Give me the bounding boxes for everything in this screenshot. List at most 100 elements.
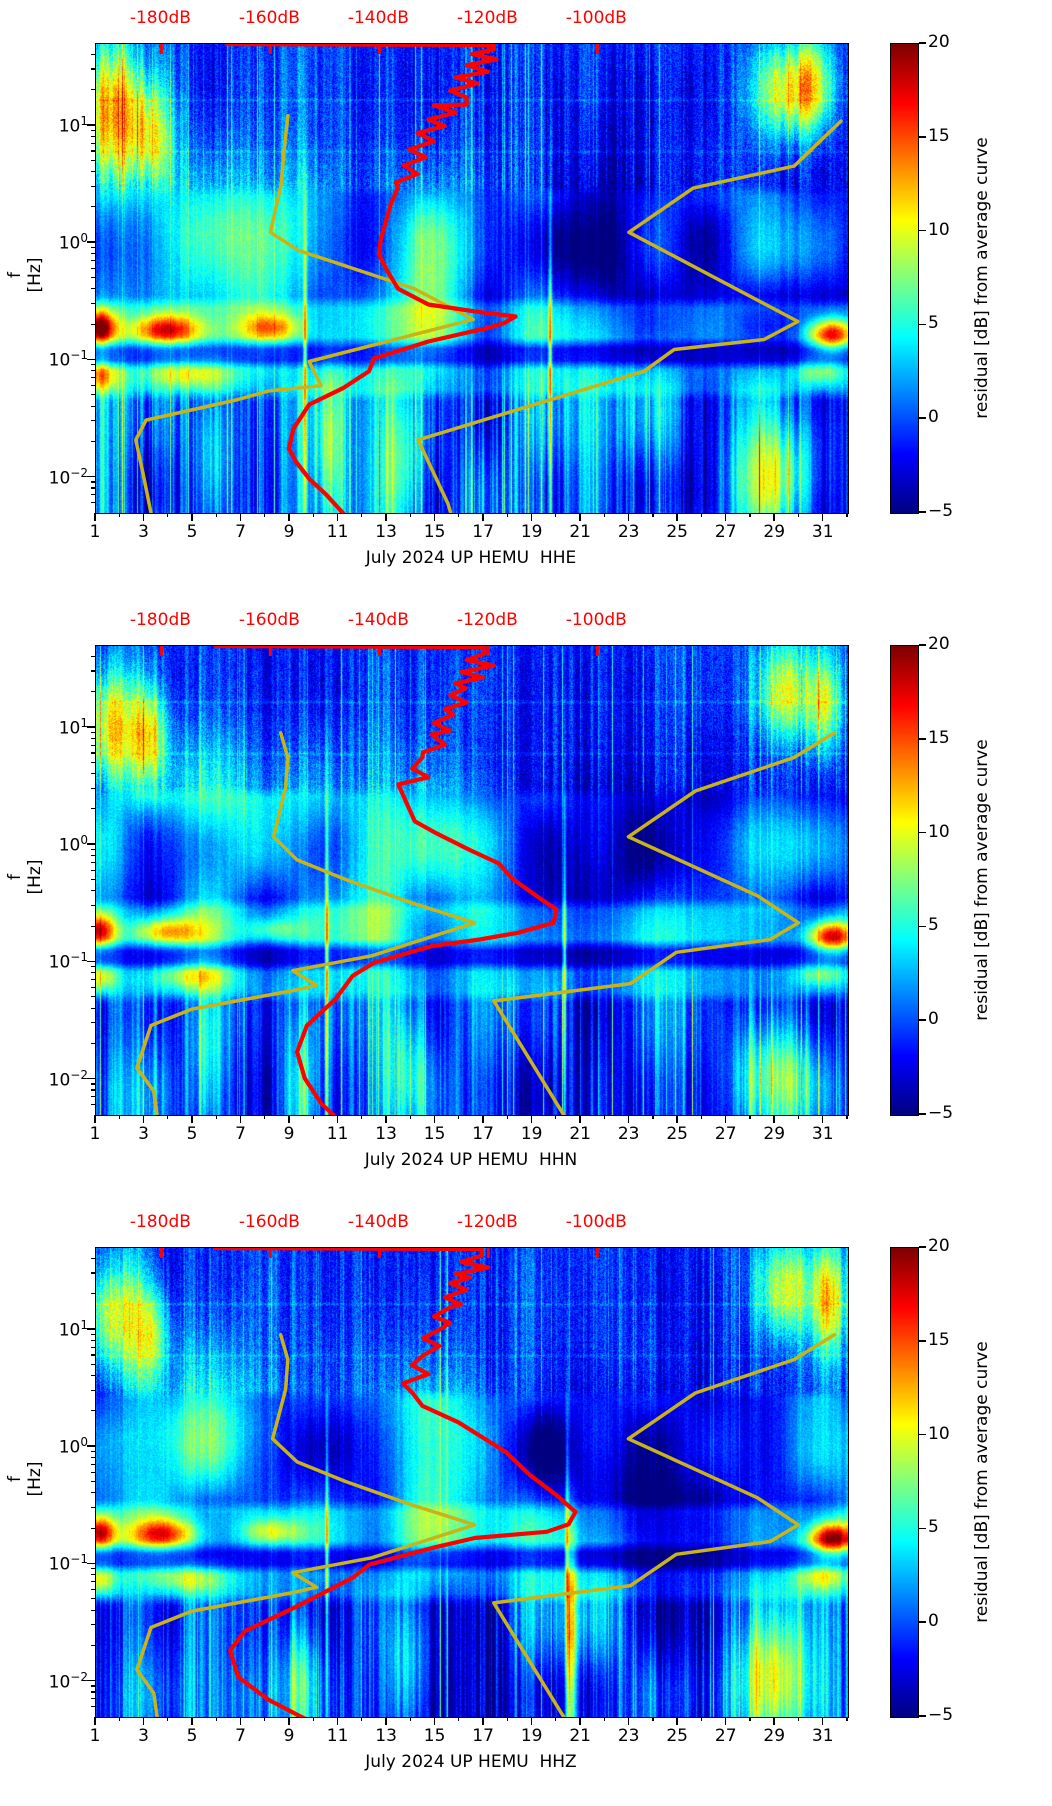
y-minor-tick	[91, 1691, 95, 1693]
x-major-tick	[724, 1115, 727, 1123]
y-minor-tick	[91, 1339, 95, 1341]
colorbar-tick	[919, 42, 926, 44]
subplot-title: July 2024 UP HEMU HHN	[364, 1150, 578, 1170]
x-minor-tick	[118, 1717, 120, 1721]
x-minor-tick	[555, 1717, 557, 1721]
x-major-tick	[239, 513, 242, 521]
colorbar-tick-label: 5	[928, 1517, 939, 1538]
y-major-tick	[87, 726, 95, 728]
subplot-title: July 2024 UP HEMU HHE	[365, 548, 577, 568]
y-major-tick	[87, 960, 95, 963]
x-tick-label: 19	[520, 1726, 543, 1746]
colorbar-canvas	[891, 44, 918, 513]
x-minor-tick	[797, 1115, 800, 1119]
x-minor-tick	[458, 1717, 460, 1721]
x-minor-tick	[603, 1717, 605, 1721]
y-minor-tick	[91, 1272, 95, 1274]
y-minor-tick	[91, 890, 95, 892]
x-minor-tick	[118, 513, 120, 517]
x-minor-tick	[652, 513, 654, 517]
colorbar-tick-label: 5	[928, 313, 939, 334]
colorbar-tick	[919, 925, 926, 928]
top-axis-db-label: -120dB	[456, 1212, 518, 1232]
y-minor-tick	[91, 1450, 95, 1453]
y-minor-tick	[91, 773, 95, 775]
x-major-tick	[94, 1717, 96, 1725]
y-minor-tick	[91, 744, 95, 746]
x-minor-tick	[506, 513, 508, 517]
x-minor-tick	[312, 1717, 314, 1721]
spectrogram-hhn	[95, 645, 849, 1116]
x-tick-label: 29	[763, 522, 786, 542]
y-minor-tick	[91, 1089, 95, 1091]
y-major-tick	[87, 843, 95, 845]
y-minor-tick	[91, 68, 95, 70]
y-minor-tick	[91, 384, 95, 387]
top-axis-db-label: -160dB	[238, 610, 300, 630]
x-major-tick	[773, 1115, 775, 1123]
colorbar-tick	[919, 417, 926, 419]
y-minor-tick	[91, 869, 95, 871]
x-tick-label: 11	[326, 1726, 349, 1746]
x-tick-label: 27	[714, 1726, 737, 1746]
x-major-tick	[94, 1115, 96, 1123]
x-minor-tick	[215, 513, 217, 517]
x-tick-label: 31	[811, 1124, 834, 1144]
x-tick-label: 13	[375, 522, 397, 542]
y-minor-tick	[91, 420, 95, 422]
y-minor-tick	[91, 966, 95, 968]
x-minor-tick	[749, 1717, 751, 1721]
x-minor-tick	[312, 513, 314, 517]
colorbar-tick-label: −5	[928, 1705, 954, 1725]
x-major-tick	[239, 1717, 242, 1725]
x-minor-tick	[264, 1717, 266, 1721]
y-minor-tick	[91, 1624, 95, 1626]
x-major-tick	[385, 513, 387, 521]
colorbar-tick-label: −5	[928, 501, 954, 521]
y-minor-tick	[91, 129, 95, 131]
colorbar-tick-label: −5	[928, 1103, 954, 1123]
y-minor-tick	[91, 276, 95, 279]
x-tick-label: 19	[520, 1124, 543, 1144]
x-tick-label: 23	[617, 1124, 640, 1144]
x-major-tick	[482, 513, 484, 521]
colorbar-tick-label: 20	[928, 634, 950, 654]
colorbar-label: residual [dB] from average curve	[972, 1340, 992, 1623]
x-tick-label: 21	[569, 522, 591, 542]
y-minor-tick	[91, 752, 95, 754]
x-major-tick	[433, 513, 436, 521]
y-minor-tick	[91, 252, 95, 255]
x-minor-tick	[264, 1115, 266, 1119]
x-minor-tick	[749, 513, 751, 517]
top-axis-db-label: -100dB	[565, 8, 627, 28]
x-tick-label: 27	[714, 522, 737, 542]
x-tick-label: 21	[569, 1124, 591, 1144]
y-tick-label: 10−2	[48, 465, 88, 489]
y-minor-tick	[91, 405, 95, 407]
subplot-hhe: f [Hz] residual [dB] from average curve …	[0, 0, 1052, 602]
spectrogram-hhz	[95, 1247, 849, 1718]
colorbar-tick-label: 10	[928, 821, 950, 842]
y-axis-label: f [Hz]	[5, 1461, 45, 1497]
x-tick-label: 7	[235, 522, 246, 542]
x-major-tick	[191, 1717, 193, 1725]
x-minor-tick	[603, 513, 605, 517]
y-minor-tick	[91, 655, 95, 657]
subplot-hhn: f [Hz] residual [dB] from average curve …	[0, 602, 1052, 1204]
x-tick-label: 17	[472, 1726, 494, 1746]
top-axis-db-label: -120dB	[456, 610, 518, 630]
x-minor-tick	[555, 513, 557, 517]
x-tick-label: 21	[569, 1726, 591, 1746]
x-major-tick	[530, 1717, 533, 1725]
top-axis-db-label: -180dB	[129, 8, 191, 28]
y-minor-tick	[91, 1588, 95, 1591]
x-major-tick	[288, 1115, 290, 1123]
colorbar-tick-label: 15	[928, 1329, 950, 1350]
x-tick-label: 1	[89, 1726, 101, 1746]
y-minor-tick	[91, 848, 95, 851]
y-minor-tick	[91, 1022, 95, 1024]
x-tick-label: 5	[186, 1124, 198, 1144]
y-minor-tick	[91, 1480, 95, 1483]
x-tick-label: 17	[472, 1124, 494, 1144]
colorbar-tick-label: 15	[928, 125, 950, 146]
